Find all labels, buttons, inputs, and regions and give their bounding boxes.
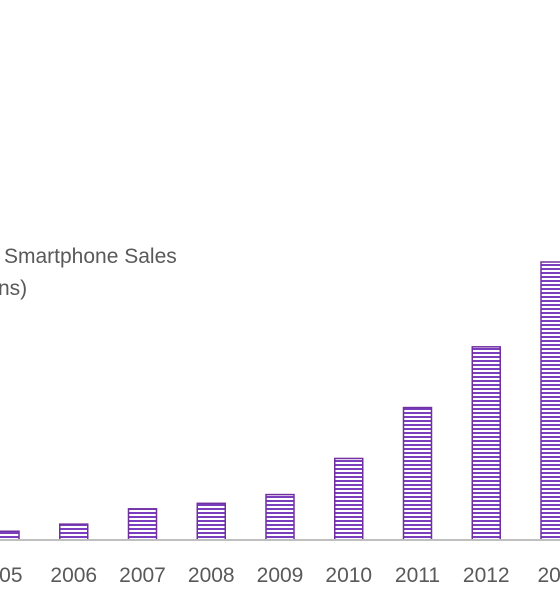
x-tick-label-2008: 2008 bbox=[188, 564, 235, 587]
x-tick-label-2009: 2009 bbox=[257, 564, 304, 587]
bar-2007 bbox=[127, 508, 158, 541]
chart-title-line-2: ns) bbox=[0, 277, 27, 300]
bar-2005 bbox=[0, 530, 20, 541]
bars-group bbox=[0, 261, 560, 541]
bar-2008 bbox=[196, 502, 226, 541]
x-tick-label-2006: 2006 bbox=[50, 564, 97, 587]
x-tick-label-2013: 201 bbox=[537, 564, 560, 587]
bar-2010 bbox=[334, 457, 364, 541]
bar-2013 bbox=[540, 261, 560, 541]
x-tick-label-2011: 2011 bbox=[395, 564, 440, 587]
x-tick-labels: 005 2006 2007 2008 2009 2010 2011 2012 201 bbox=[0, 564, 560, 587]
bar-2009 bbox=[265, 493, 295, 541]
bar-2006 bbox=[59, 523, 89, 541]
x-tick-label-2010: 2010 bbox=[325, 564, 372, 587]
x-tick-label-2005: 005 bbox=[0, 564, 23, 587]
x-tick-label-2012: 2012 bbox=[463, 564, 510, 587]
x-tick-label-2007: 2007 bbox=[119, 564, 166, 587]
chart-title-line-1: Smartphone Sales bbox=[4, 245, 177, 268]
bar-2012 bbox=[471, 346, 501, 541]
bar-2011 bbox=[402, 406, 433, 541]
